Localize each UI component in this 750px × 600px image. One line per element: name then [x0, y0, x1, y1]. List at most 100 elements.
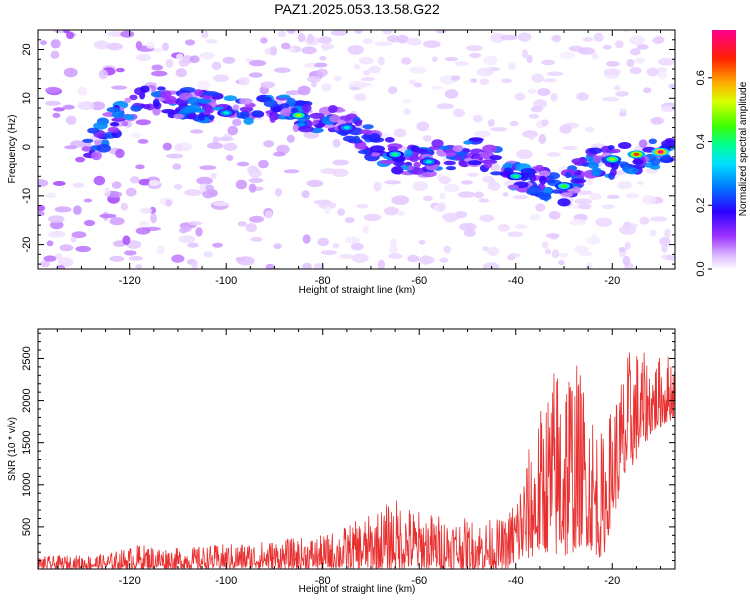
spectrogram-cell-474: [642, 195, 657, 205]
spectrogram-cell-918: [431, 139, 444, 148]
spectrogram-cell-915: [360, 129, 372, 135]
spectrogram-cell-34: [626, 59, 635, 67]
spectrogram-cell-519: [418, 239, 426, 245]
spectrogram-cell-497: [559, 51, 576, 59]
spectrogram-cell-297: [374, 41, 393, 47]
spectrogram-cell-332: [40, 40, 47, 46]
x-tick-label-0: -120: [119, 275, 141, 287]
spectrogram-cell-284: [406, 37, 422, 46]
y-tick-label-3: 10: [21, 92, 33, 104]
spectrogram-cell-143: [199, 52, 215, 60]
spectrogram-cell-17: [639, 216, 650, 225]
spectrogram-cell-76: [156, 245, 165, 255]
spectrogram-cell-442: [314, 199, 332, 205]
spectrogram-cell-446: [546, 152, 561, 157]
spectrogram-cell-113: [629, 67, 642, 75]
spectrogram-cell-488: [521, 49, 528, 59]
spectrogram-cell-72: [303, 131, 320, 139]
spectrogram-cell-800: [452, 145, 464, 153]
y-tick-label-2: 0: [21, 144, 33, 150]
spectrogram-cell-454: [615, 170, 626, 175]
spectrogram-cell-184: [205, 39, 218, 44]
spectrogram-cell-219: [40, 260, 50, 268]
x-tick-label-1: -100: [215, 575, 237, 587]
spectrogram-cell-483: [584, 126, 595, 133]
spectrogram-cell-90: [509, 120, 519, 127]
spectrogram-cell-883: [557, 198, 571, 207]
spectrogram-cell-712: [243, 117, 254, 125]
spectrogram-cell-135: [585, 262, 593, 269]
spectrogram-cell-88: [576, 92, 589, 101]
spectrogram-cell-301: [529, 213, 542, 221]
spectrogram-cell-871: [413, 148, 429, 153]
spectrogram-cell-692: [546, 172, 561, 180]
spectrogram-cell-464: [391, 195, 410, 205]
spectrogram-cell-898: [361, 134, 373, 140]
spectrogram-cell-148: [545, 248, 551, 255]
spectrogram-cell-472: [617, 181, 632, 190]
spectrogram-cell-826: [469, 137, 484, 142]
spectrogram-cell-262: [43, 255, 57, 262]
spectrogram-cell-795: [292, 123, 300, 133]
spectrogram-cell-394: [64, 145, 78, 150]
spectrogram-cell-508: [302, 262, 312, 269]
spectrogram-cell-161: [543, 78, 557, 83]
snr-x-axis-label: Height of straight line (km): [299, 584, 416, 595]
spectrogram-cell-499: [191, 259, 198, 269]
snr-y-axis-label: SNR (10 * v/v): [7, 417, 18, 481]
spectrogram-cell-432: [148, 179, 160, 186]
spectrogram-cell-838: [588, 147, 603, 154]
spectrogram-cell-465: [551, 35, 562, 42]
colorbar-tick-label-2: 0.4: [695, 134, 707, 149]
spectrogram-cell-149: [111, 181, 122, 189]
spectrogram-cell-760: [328, 105, 338, 113]
spectrogram-cell-91: [38, 179, 49, 187]
spectrogram-cell-927: [526, 186, 541, 195]
spectrogram-cell-476: [470, 78, 478, 83]
spectrogram-cell-429: [313, 263, 324, 269]
spectrogram-cell-669: [232, 104, 240, 111]
spectrogram-cell-204: [459, 222, 477, 231]
spectrogram-cell-124: [302, 234, 311, 244]
spectrogram-cell-127: [360, 77, 376, 82]
spectrogram-cell-147: [489, 163, 501, 171]
spectrogram-cell-469: [619, 108, 627, 114]
spectrogram-cell-13: [546, 71, 564, 77]
spectrogram-cell-66: [350, 242, 364, 251]
spectrogram-cell-353: [614, 40, 624, 49]
spectrogram-cell-69: [212, 242, 224, 248]
spectrogram-cell-613: [443, 160, 456, 166]
spectrogram-cell-328: [436, 103, 455, 110]
spectrogram-cell-404: [187, 221, 203, 226]
spectrogram-cell-674: [413, 161, 421, 168]
spectrogram-cell-427: [589, 193, 602, 201]
spectrogram-cell-505: [174, 184, 183, 190]
spectrogram-cell-794: [93, 122, 108, 130]
spectrogram-cell-343: [122, 235, 131, 245]
spectrogram-cell-50: [423, 195, 433, 202]
y-tick-label-4: 20: [21, 43, 33, 55]
spectrogram-cell-74: [301, 190, 310, 199]
spectrogram-cell-208: [236, 161, 250, 167]
spectrogram-cell-190: [289, 47, 296, 53]
spectrogram-cell-480: [45, 192, 57, 199]
spectrogram-hotspot-6-2: [561, 184, 567, 188]
spectrogram-cell-445: [280, 42, 291, 50]
spectrogram-cell-414: [248, 178, 264, 183]
spectrogram-cell-26: [278, 30, 287, 38]
spectrogram-cell-896: [203, 91, 219, 96]
spectrogram-cell-507: [550, 92, 558, 102]
spectrogram-cell-836: [352, 135, 361, 144]
spectrogram-cell-864: [314, 123, 324, 129]
colorbar: 0.0 0.2 0.4 0.6 Normalized spectral amplitu…: [695, 30, 749, 277]
spectrogram-cell-43: [83, 198, 93, 203]
spectrogram-cell-347: [605, 60, 620, 67]
spectrogram-cell-386: [38, 211, 45, 216]
spectrogram-cell-399: [645, 168, 658, 174]
spectrogram-cell-869: [560, 192, 573, 198]
spectrogram-cell-410: [46, 240, 54, 247]
spectrogram-cell-5: [347, 45, 364, 55]
spectrogram-cell-286: [274, 188, 283, 197]
